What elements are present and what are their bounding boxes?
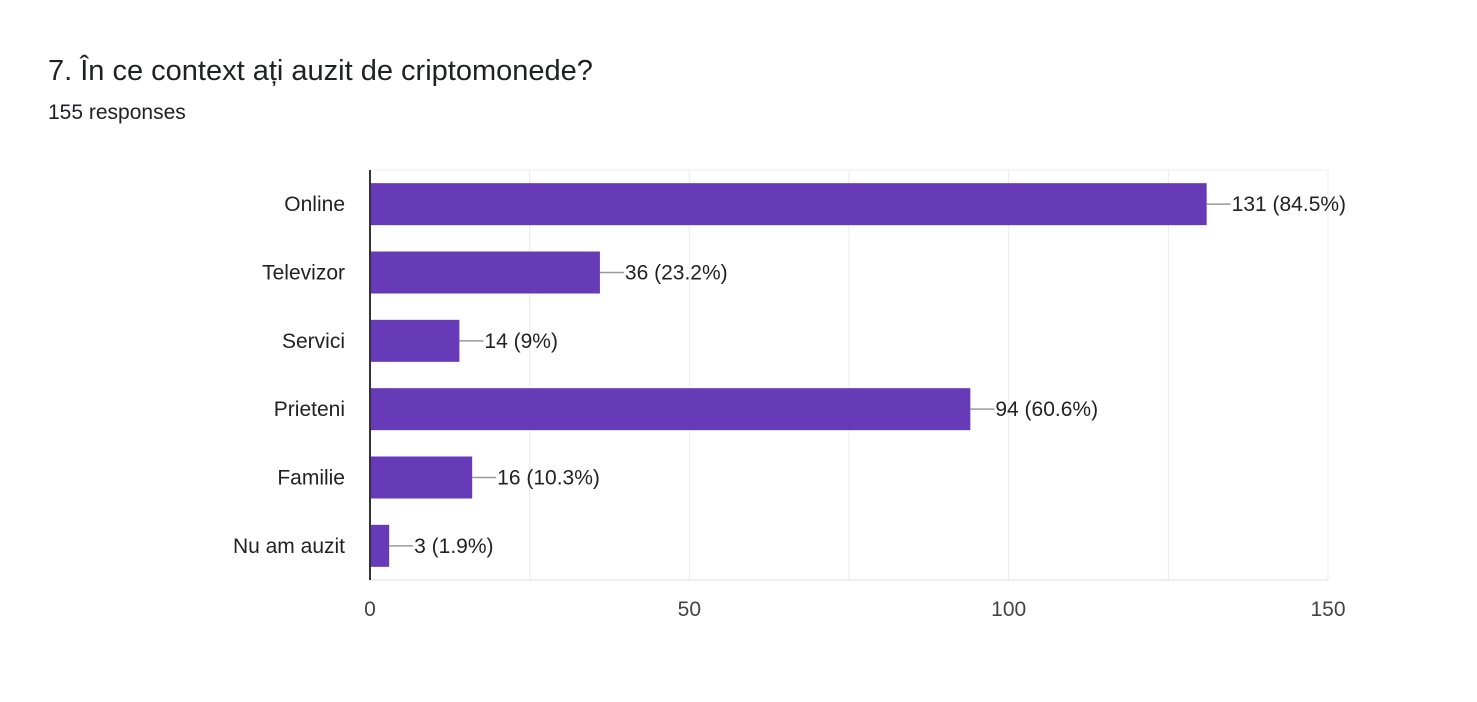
data-label: 3 (1.9%) xyxy=(414,535,493,558)
leader-lines xyxy=(389,203,1231,547)
category-labels: Online Televizor Servici Prieteni Familie Nu … xyxy=(233,193,345,558)
data-label: 36 (23.2%) xyxy=(625,262,728,285)
response-count: 155 responses xyxy=(48,101,186,124)
bars xyxy=(370,183,1207,567)
data-label: 14 (9%) xyxy=(484,330,558,353)
x-tick-label: 50 xyxy=(678,598,701,621)
x-tick-label: 150 xyxy=(1310,598,1345,621)
x-tick-label: 0 xyxy=(364,598,376,621)
data-labels: 131 (84.5%) 36 (23.2%) 14 (9%) 94 (60.6%) 16… xyxy=(414,193,1346,558)
x-axis-ticks: 0 50 100 150 xyxy=(364,598,1345,621)
bar xyxy=(370,456,473,499)
bar xyxy=(370,524,390,567)
category-label: Nu am auzit xyxy=(233,535,345,558)
category-label: Prieteni xyxy=(274,398,345,421)
bar xyxy=(370,388,971,431)
bar xyxy=(370,251,600,294)
question-title: 7. În ce context ați auzit de criptomone… xyxy=(48,55,593,87)
category-label: Televizor xyxy=(262,262,345,285)
bar xyxy=(370,319,460,362)
category-label: Servici xyxy=(282,330,345,353)
bar xyxy=(370,183,1207,226)
category-label: Familie xyxy=(277,467,345,490)
grid-lines xyxy=(529,170,1169,580)
data-label: 94 (60.6%) xyxy=(995,398,1098,421)
data-label: 16 (10.3%) xyxy=(497,467,600,490)
category-label: Online xyxy=(284,193,345,216)
data-label: 131 (84.5%) xyxy=(1232,193,1346,216)
x-tick-label: 100 xyxy=(991,598,1026,621)
